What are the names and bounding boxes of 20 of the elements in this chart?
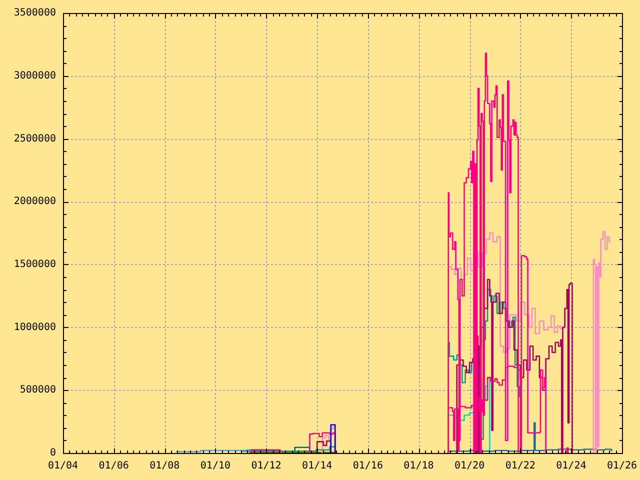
y-tick-label: 1500000	[14, 259, 56, 270]
x-tick-label: 01/06	[98, 460, 129, 472]
y-tick-label: 3500000	[14, 8, 56, 19]
x-tick-label: 01/08	[150, 460, 180, 472]
x-tick-label: 01/18	[404, 460, 434, 472]
y-tick-label: 1000000	[14, 322, 56, 333]
x-tick-label: 01/04	[48, 460, 78, 472]
x-tick-label: 01/14	[302, 460, 332, 472]
y-tick-label: 3000000	[14, 70, 56, 82]
y-tick-label: 2500000	[14, 133, 56, 144]
y-tick-label: 500000	[20, 384, 56, 396]
x-tick-label: 01/12	[251, 460, 282, 472]
y-tick-label: 0	[50, 448, 56, 459]
x-tick-label: 01/26	[606, 460, 638, 472]
x-tick-label: 01/22	[505, 460, 536, 472]
x-tick-label: 01/24	[556, 460, 586, 472]
x-tick-label: 01/20	[454, 460, 485, 472]
x-tick-label: 01/16	[352, 460, 383, 472]
x-tick-label: 01/10	[200, 460, 231, 472]
y-tick-label: 2000000	[14, 196, 56, 208]
